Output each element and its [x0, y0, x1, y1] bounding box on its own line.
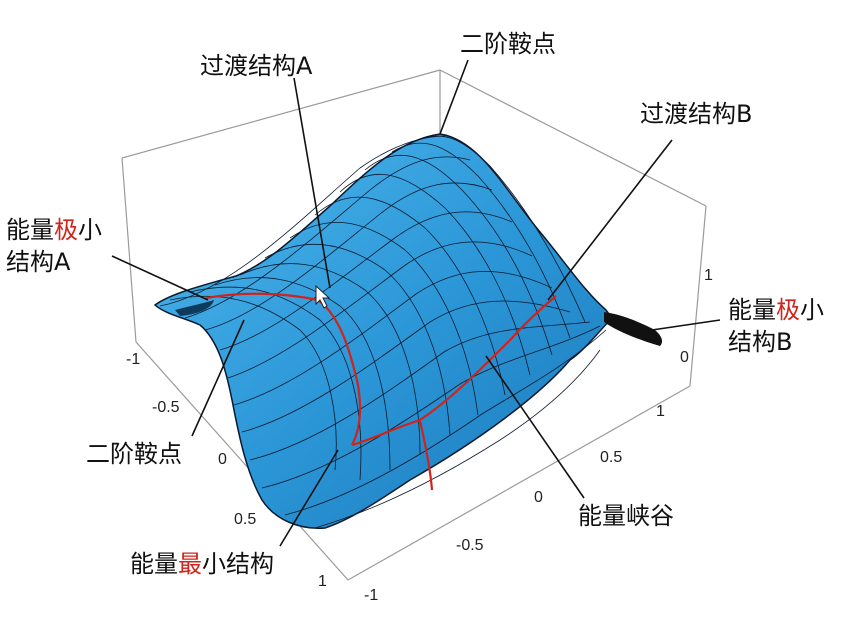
surface-left-crease	[175, 300, 214, 316]
right-tick-4: 0.5	[600, 449, 622, 466]
mesh-lines-v	[159, 135, 607, 529]
left-tick-3: 0	[218, 451, 227, 468]
label-min-b-line2: 结构B	[728, 328, 792, 356]
mouse-cursor-icon	[315, 284, 331, 309]
right-tick-1: -1	[364, 587, 378, 604]
vertical-tick-1: 1	[704, 267, 713, 284]
surface-dark-edge	[604, 312, 663, 346]
surface-fill	[153, 133, 613, 529]
label-energy-valley: 能量峡谷	[578, 502, 674, 530]
right-tick-3: 0	[534, 489, 543, 506]
label-saddle-top: 二阶鞍点	[460, 30, 556, 58]
label-global-min: 能量最小结构	[130, 550, 274, 578]
vertical-tick-0: 0	[680, 349, 689, 366]
left-tick-1: -1	[126, 351, 140, 368]
label-min-b-line1: 能量极小	[728, 296, 824, 324]
right-tick-5: 1	[656, 403, 665, 420]
right-tick-2: -0.5	[456, 537, 484, 554]
reaction-path	[205, 292, 557, 491]
left-tick-2: -0.5	[152, 399, 180, 416]
label-min-a-line1: 能量极小	[6, 216, 102, 244]
label-saddle-left: 二阶鞍点	[86, 440, 182, 468]
leader-lines	[111, 59, 721, 547]
label-min-a-line2: 结构A	[6, 248, 71, 276]
potential-energy-surface	[153, 133, 663, 529]
left-tick-5: 1	[318, 573, 327, 590]
label-transition-b: 过渡结构B	[640, 100, 752, 128]
left-tick-4: 0.5	[234, 511, 256, 528]
label-transition-a: 过渡结构A	[200, 52, 313, 80]
